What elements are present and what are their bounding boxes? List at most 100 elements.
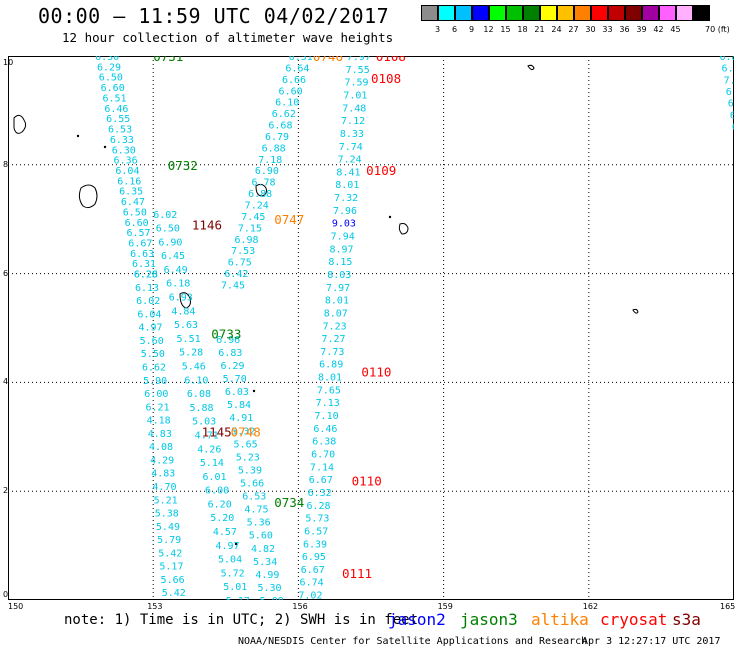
wave-height-value: 7.45	[241, 212, 265, 223]
satellite-name-cryosat: cryosat	[600, 610, 668, 629]
legend-tick-label: 42	[653, 25, 664, 34]
credit-line: NOAA/NESDIS Center for Satellite Applica…	[238, 636, 588, 647]
wave-height-value: 7.13	[316, 398, 340, 409]
wave-height-value: 5.65	[234, 439, 258, 450]
wave-height-value: 5.21	[154, 495, 178, 506]
wave-height-value: 5.32	[231, 426, 255, 437]
wave-height-value: 6.01	[202, 472, 226, 483]
wave-height-value: 8.01	[325, 296, 349, 307]
wave-height-value: 6.42	[224, 269, 248, 280]
islet	[103, 145, 107, 149]
wave-height-value: 6.53	[108, 125, 132, 136]
wave-height-value: 6.18	[166, 279, 190, 290]
islet	[388, 215, 392, 219]
wave-height-value: 6.04	[115, 166, 139, 177]
legend-tick-label: 27	[568, 25, 579, 34]
wave-height-value: 7.24	[338, 155, 362, 166]
pass-time-label: 1146	[192, 218, 222, 233]
wave-height-map[interactable]: 6.306.296.506.606.516.466.556.536.336.30…	[8, 56, 734, 600]
wave-height-value: 8.33	[340, 129, 364, 140]
wave-height-value: 6.39	[303, 539, 327, 550]
wave-height-value: 6.53	[242, 492, 266, 503]
legend-swatch	[676, 5, 693, 21]
wave-height-value: 6.62	[142, 363, 166, 374]
wave-height-value: 7.45	[724, 75, 734, 86]
wave-height-value: 5.46	[182, 361, 206, 372]
wave-height-value: 4.91	[229, 413, 253, 424]
wave-height-value: 6.96	[216, 335, 240, 346]
wave-height-value: 4.99	[255, 570, 279, 581]
wave-height-value: 7.94	[331, 232, 355, 243]
pass-time-label: 0108	[371, 71, 401, 86]
y-tick-label: 2	[3, 486, 9, 496]
wave-height-value: 6.0	[732, 122, 734, 133]
wave-height-value: 4.83	[148, 429, 172, 440]
generated-timestamp: Apr 3 12:27:17 UTC 2017	[582, 636, 721, 647]
legend-tick-label: 21	[534, 25, 545, 34]
wave-height-value: 6.88	[248, 189, 272, 200]
wave-height-value: 6.74	[300, 578, 324, 589]
legend-unit-label: 70 (ft)	[705, 25, 730, 34]
wave-height-value: 7.02	[298, 591, 322, 600]
wave-height-value: 6.60	[101, 83, 125, 94]
islet	[252, 389, 256, 393]
wave-height-value: 7.23	[323, 321, 347, 332]
x-tick-label: 159	[437, 602, 453, 611]
wave-height-value: 7.15	[238, 223, 262, 234]
wave-height-value: 6.79	[265, 132, 289, 143]
wave-height-value: 4.57	[213, 527, 237, 538]
wave-height-value: 6.78	[251, 178, 275, 189]
wave-height-value: 4.26	[197, 444, 221, 455]
wave-height-value: 6.04	[137, 309, 161, 320]
legend-tick-label: 39	[636, 25, 647, 34]
wave-height-value: 4.71	[195, 430, 219, 441]
wave-height-value: 5.66	[161, 575, 185, 586]
pass-time-label: 0734	[274, 495, 304, 510]
wave-height-value: 7.18	[258, 155, 282, 166]
wave-height-value: 5.84	[227, 400, 251, 411]
islet	[234, 542, 238, 546]
wave-height-value: 5.08	[260, 596, 284, 600]
legend-swatch	[506, 5, 523, 21]
wave-height-value: 6.57	[126, 228, 150, 239]
wave-height-value: 6.67	[301, 565, 325, 576]
wave-height-value: 6.50	[156, 224, 180, 235]
wave-height-value: 7.10	[315, 411, 339, 422]
satellite-name-jason3: jason3	[460, 610, 518, 629]
note-text: note: 1) Time is in UTC; 2) SWH is in fe…	[64, 612, 419, 628]
chart-title: 00:00 – 11:59 UTC 04/02/2017	[38, 4, 390, 28]
legend-tick-label: 12	[483, 25, 494, 34]
wave-height-value: 6.82	[719, 56, 734, 63]
wave-height-value: 8.01	[335, 180, 359, 191]
wave-height-value: 6.31	[132, 259, 156, 270]
wave-height-value: 7.14	[310, 462, 334, 473]
wave-height-value: 7.32	[334, 193, 358, 204]
wave-height-value: 6.67	[309, 475, 333, 486]
wave-height-value: 4.29	[150, 455, 174, 466]
wave-height-value: 5.70	[223, 374, 247, 385]
wave-height-value: 5.88	[190, 403, 214, 414]
x-tick-label: 165	[720, 602, 736, 611]
island-outline	[78, 184, 98, 209]
wave-height-value: 6.59	[728, 99, 734, 110]
wave-height-value: 5.90	[143, 376, 167, 387]
wave-height-value: 6.70	[311, 450, 335, 461]
legend-swatch	[472, 5, 489, 21]
wave-height-value: 5.01	[223, 582, 247, 593]
wave-height-value: 6.90	[158, 237, 182, 248]
legend-tick-label: 30	[585, 25, 596, 34]
wave-height-value: 8.97	[330, 244, 354, 255]
island-outline	[255, 183, 267, 197]
legend-swatch	[523, 5, 540, 21]
wave-height-value: 6.62	[272, 109, 296, 120]
legend-tick-label: 36	[619, 25, 630, 34]
wave-height-value: 7.73	[320, 347, 344, 358]
wave-height-value: 5.20	[210, 513, 234, 524]
wave-height-value: 5.39	[238, 465, 262, 476]
pass-time-label: 0110	[361, 365, 391, 380]
x-tick-label: 150	[8, 602, 24, 611]
wave-height-value: 6.47	[121, 197, 145, 208]
legend-swatch	[489, 5, 506, 21]
wave-height-value: 4.97	[138, 323, 162, 334]
wave-height-value: 9.03	[332, 219, 356, 230]
